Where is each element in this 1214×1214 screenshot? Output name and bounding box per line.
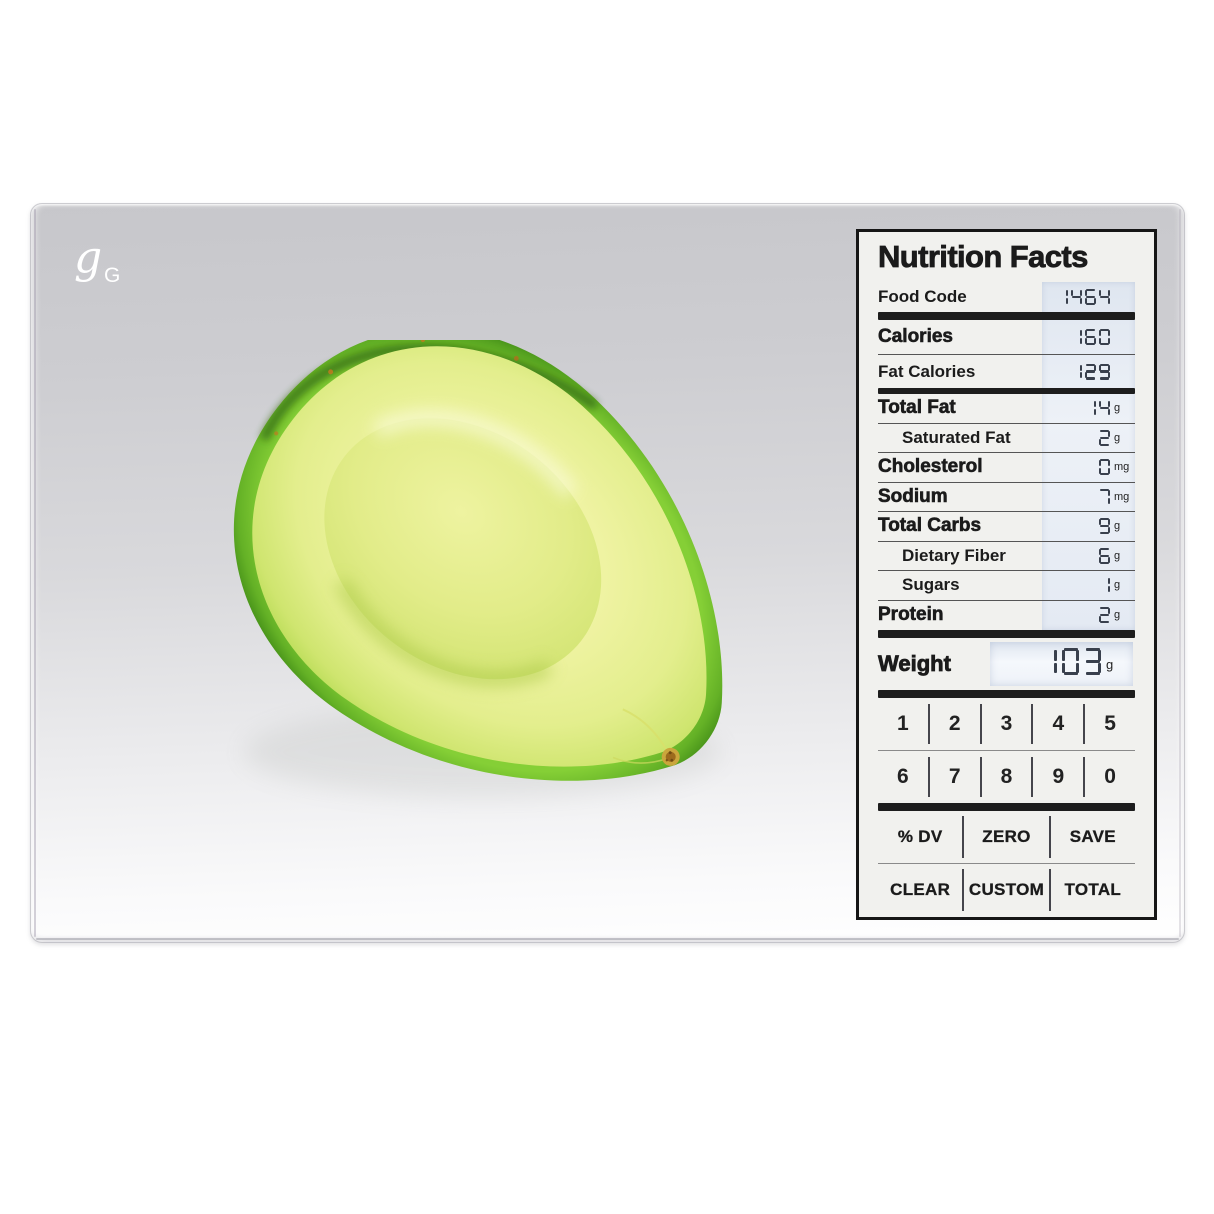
key-1[interactable]: 1 [897, 712, 909, 735]
weight-display: g [990, 642, 1133, 686]
divider-bar [878, 630, 1135, 638]
key-custom[interactable]: CUSTOM [968, 880, 1045, 899]
row-weight: Weight g [878, 638, 1135, 690]
key-percent-dv[interactable]: % DV [897, 827, 943, 846]
keypad-divider [927, 704, 930, 744]
row-fat-calories: Fat Calories [878, 355, 1135, 388]
function-row-1: % DV ZERO SAVE [878, 811, 1135, 863]
keypad-divider [962, 869, 965, 911]
calories-display [1044, 329, 1110, 345]
keypad-divider [1031, 757, 1034, 797]
logo-letter-G: G [104, 264, 120, 287]
row-sodium: Sodium mg [878, 483, 1135, 512]
keypad-divider [1083, 704, 1086, 744]
row-total-fat: Total Fat g [878, 394, 1135, 424]
keypad-divider [979, 704, 982, 744]
key-zero[interactable]: ZERO [982, 827, 1031, 846]
key-5[interactable]: 5 [1104, 712, 1116, 735]
key-0[interactable]: 0 [1104, 765, 1116, 788]
key-2[interactable]: 2 [948, 712, 961, 735]
saturated-fat-display [1044, 429, 1110, 446]
row-total-carbs: Total Carbs g [878, 512, 1135, 542]
brand-logo-icon: g G [74, 236, 120, 287]
row-dietary-fiber: Dietary Fiber g [878, 542, 1135, 571]
keypad-divider [1031, 704, 1034, 744]
row-saturated-fat: Saturated Fat g [878, 424, 1135, 453]
glass-edge-right [1179, 209, 1181, 937]
glass-edge-left [34, 209, 36, 937]
key-clear[interactable]: CLEAR [890, 880, 951, 899]
nutrient-rows: Food Code Calories Fat Calories Total Fa… [878, 282, 1135, 630]
sugars-display [1044, 577, 1110, 593]
avocado-stem [661, 747, 680, 766]
logo-script-g: g [74, 236, 102, 283]
cholesterol-display [1044, 459, 1110, 476]
dietary-fiber-display [1044, 547, 1110, 564]
keypad-divider [927, 757, 930, 797]
key-9[interactable]: 9 [1052, 765, 1065, 788]
key-3[interactable]: 3 [1000, 712, 1013, 735]
divider-line [878, 750, 1135, 751]
key-save[interactable]: SAVE [1069, 827, 1116, 846]
divider-line [878, 863, 1135, 864]
divider-bar [878, 388, 1135, 394]
key-8[interactable]: 8 [1000, 765, 1013, 788]
keypad-divider [979, 757, 982, 797]
total-fat-display [1044, 400, 1110, 416]
keypad-row-1: 1 2 3 4 5 [878, 698, 1135, 750]
key-4[interactable]: 4 [1052, 712, 1065, 735]
divider-bar [878, 312, 1135, 320]
keypad-divider [962, 816, 965, 858]
divider-bar [878, 803, 1135, 811]
keypad-divider [1083, 757, 1086, 797]
key-7[interactable]: 7 [948, 765, 961, 788]
key-total[interactable]: TOTAL [1064, 880, 1122, 899]
sodium-display [1044, 488, 1110, 505]
row-sugars: Sugars g [878, 571, 1135, 601]
total-carbs-display [1044, 518, 1110, 535]
key-6[interactable]: 6 [897, 765, 909, 788]
row-protein: Protein g [878, 604, 1121, 626]
food-code-display [1044, 289, 1110, 305]
lcd-band [1042, 282, 1135, 630]
keypad-divider [1048, 816, 1051, 858]
avocado-half-image [220, 340, 775, 820]
glass-edge-bottom [36, 938, 1179, 940]
divider-bar [878, 690, 1135, 698]
protein-display [1044, 607, 1110, 624]
panel-title: Nutrition Facts [878, 239, 1089, 275]
keypad-row-2: 6 7 8 9 0 [878, 751, 1135, 803]
row-cholesterol: Cholesterol mg [878, 453, 1135, 483]
row-calories: Calories [878, 320, 1135, 355]
fat-calories-display [1044, 363, 1110, 380]
nutrition-panel: Nutrition Facts Food Code Calories Fat C… [856, 229, 1157, 920]
keypad-divider [1048, 869, 1051, 911]
row-food-code: Food Code [878, 282, 1135, 312]
function-row-2: CLEAR CUSTOM TOTAL [878, 864, 1135, 916]
